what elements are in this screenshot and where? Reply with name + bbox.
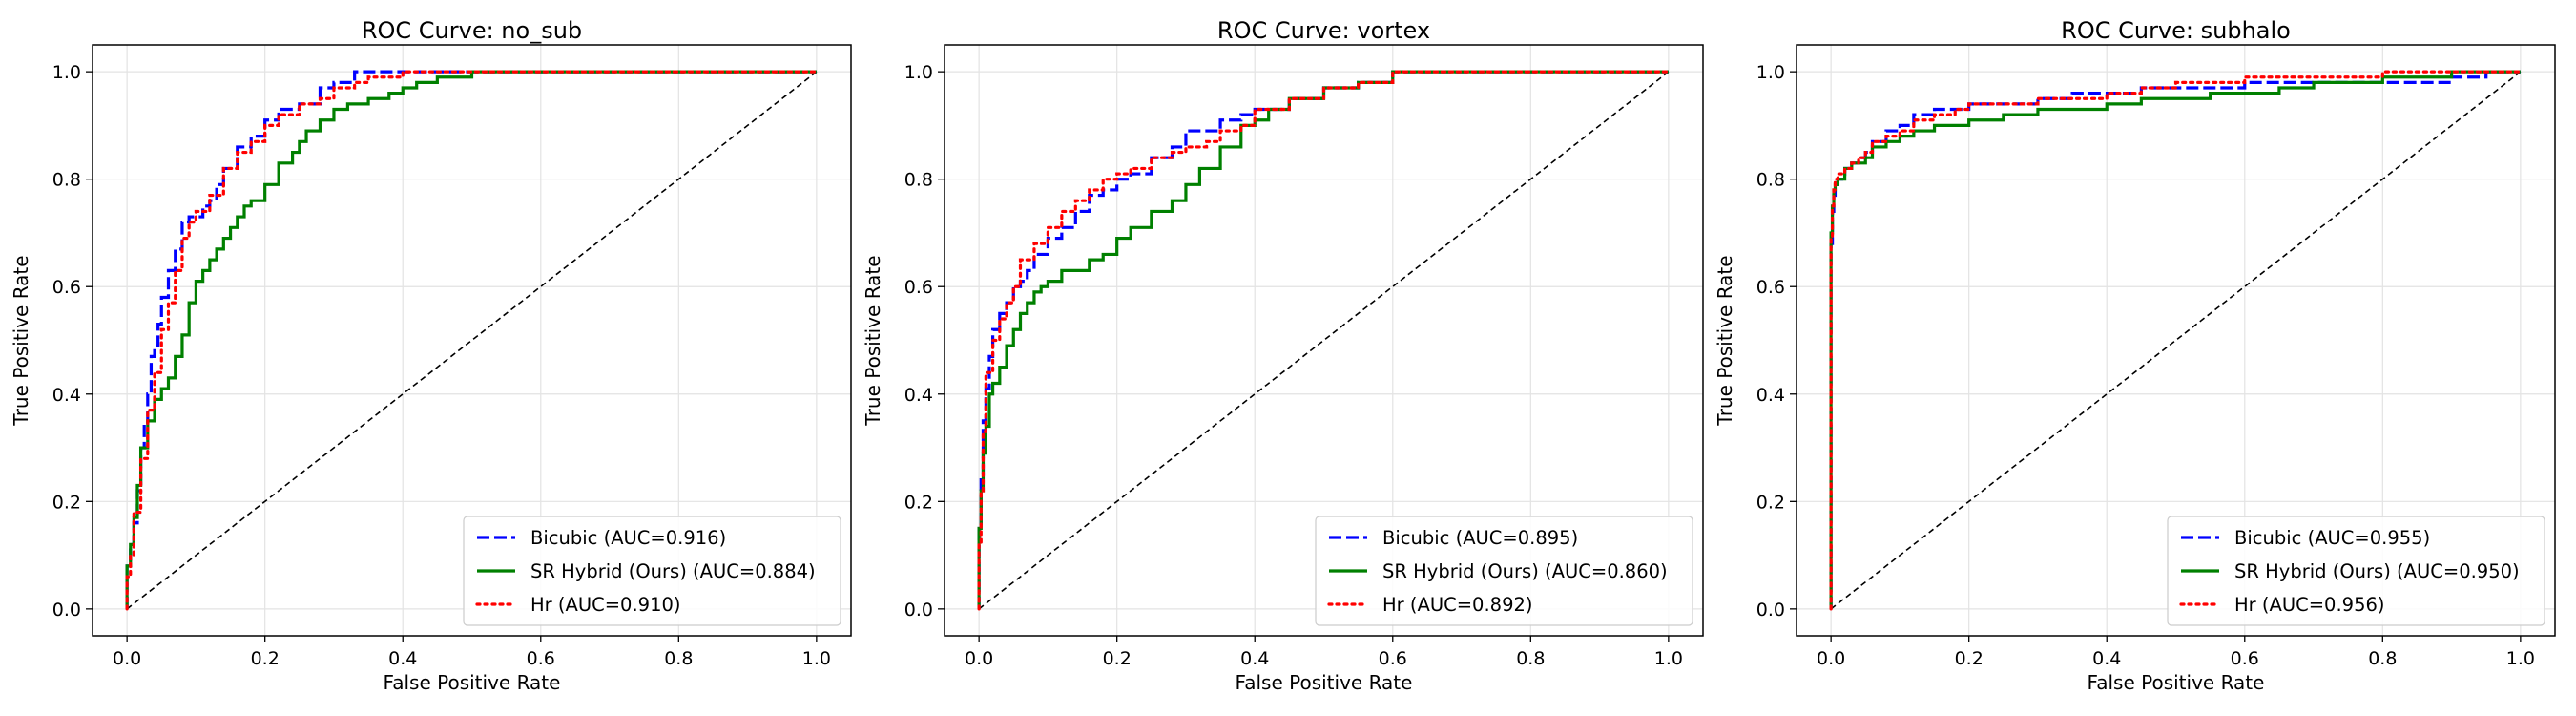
y-tick-label: 0.6 <box>1756 277 1785 298</box>
y-tick-label: 0.8 <box>52 170 81 191</box>
legend-box <box>2167 516 2545 626</box>
y-tick-label: 0.2 <box>52 492 81 513</box>
y-tick-label: 1.0 <box>1756 62 1785 83</box>
roc-panel-3: 0.0 0.2 0.4 0.6 0.8 1.0 0.0 0.2 0.4 0.6 0.8 1.0 ROC … <box>1714 17 2556 694</box>
x-tick-label: 0.2 <box>1103 648 1132 669</box>
x-tick-label: 0.4 <box>388 648 417 669</box>
legend-label-hr: Hr (AUC=0.892) <box>1382 594 1533 616</box>
series-line-bicubic <box>125 70 817 609</box>
chance-diagonal-line <box>126 71 818 610</box>
series-line-hr <box>125 70 819 611</box>
x-axis-label: False Positive Rate <box>1236 671 1413 694</box>
chance-diagonal-line <box>978 71 1670 610</box>
x-axis-label: False Positive Rate <box>384 671 561 694</box>
axes-frame <box>944 44 1704 637</box>
axes-frame <box>92 44 852 637</box>
roc-panel-2: 0.0 0.2 0.4 0.6 0.8 1.0 0.0 0.2 0.4 0.6 0.8 1.0 ROC … <box>862 17 1704 694</box>
roc-panel-1: 0.0 0.2 0.4 0.6 0.8 1.0 0.0 0.2 0.4 0.6 0.8 1.0 ROC … <box>10 17 852 694</box>
y-tick-label: 0.2 <box>1756 492 1785 513</box>
x-tick-label: 0.6 <box>1379 648 1407 669</box>
x-tick-label: 0.4 <box>1240 648 1269 669</box>
y-tick-label: 0.4 <box>904 385 933 406</box>
y-tick-label: 0.8 <box>1756 170 1785 191</box>
legend-label-sr_hybrid: SR Hybrid (Ours) (AUC=0.950) <box>2234 560 2520 582</box>
x-axis-label: False Positive Rate <box>2088 671 2265 694</box>
chance-diagonal-line <box>1830 71 2522 610</box>
y-tick-label: 1.0 <box>52 62 81 83</box>
y-axis-label: True Positive Rate <box>1714 255 1736 426</box>
y-tick-label: 0.4 <box>52 385 81 406</box>
chart-title: ROC Curve: vortex <box>1217 17 1430 44</box>
chart-title: ROC Curve: no_sub <box>362 17 582 44</box>
legend-label-bicubic: Bicubic (AUC=0.955) <box>2234 527 2430 549</box>
y-tick-label: 0.0 <box>904 600 933 621</box>
series-line-hr <box>1829 70 2523 611</box>
legend-label-hr: Hr (AUC=0.910) <box>530 594 681 616</box>
x-tick-label: 0.0 <box>1817 648 1845 669</box>
x-tick-label: 0.8 <box>1516 648 1545 669</box>
legend-box <box>463 516 841 626</box>
axes-frame <box>1796 44 2556 637</box>
x-tick-label: 0.8 <box>2368 648 2397 669</box>
x-tick-label: 0.8 <box>664 648 693 669</box>
series-line-sr_hybrid <box>125 70 817 609</box>
x-tick-label: 0.6 <box>2231 648 2259 669</box>
x-tick-label: 0.0 <box>113 648 141 669</box>
legend-box <box>1315 516 1693 626</box>
x-tick-label: 1.0 <box>1654 648 1683 669</box>
y-tick-label: 0.0 <box>52 600 81 621</box>
legend-label-sr_hybrid: SR Hybrid (Ours) (AUC=0.884) <box>530 560 816 582</box>
y-axis-label: True Positive Rate <box>10 255 32 426</box>
y-axis-label: True Positive Rate <box>862 255 884 426</box>
x-tick-label: 0.4 <box>2092 648 2121 669</box>
legend: Bicubic (AUC=0.916) SR Hybrid (Ours) (AUC… <box>463 516 841 626</box>
x-tick-label: 0.2 <box>251 648 280 669</box>
y-tick-label: 0.6 <box>52 277 81 298</box>
y-tick-label: 0.6 <box>904 277 933 298</box>
y-tick-label: 0.2 <box>904 492 933 513</box>
legend-label-hr: Hr (AUC=0.956) <box>2234 594 2385 616</box>
legend-label-sr_hybrid: SR Hybrid (Ours) (AUC=0.860) <box>1382 560 1668 582</box>
series-line-hr <box>977 70 1671 611</box>
x-tick-label: 0.2 <box>1955 648 1984 669</box>
x-tick-label: 1.0 <box>2506 648 2535 669</box>
chart-title: ROC Curve: subhalo <box>2061 17 2291 44</box>
legend: Bicubic (AUC=0.895) SR Hybrid (Ours) (AUC… <box>1315 516 1693 626</box>
y-tick-label: 1.0 <box>904 62 933 83</box>
y-tick-label: 0.8 <box>904 170 933 191</box>
y-tick-label: 0.4 <box>1756 385 1785 406</box>
legend-label-bicubic: Bicubic (AUC=0.916) <box>530 527 726 549</box>
x-tick-label: 1.0 <box>802 648 831 669</box>
legend-label-bicubic: Bicubic (AUC=0.895) <box>1382 527 1578 549</box>
legend: Bicubic (AUC=0.955) SR Hybrid (Ours) (AUC… <box>2167 516 2545 626</box>
y-tick-label: 0.0 <box>1756 600 1785 621</box>
x-tick-label: 0.6 <box>527 648 555 669</box>
x-tick-label: 0.0 <box>965 648 993 669</box>
